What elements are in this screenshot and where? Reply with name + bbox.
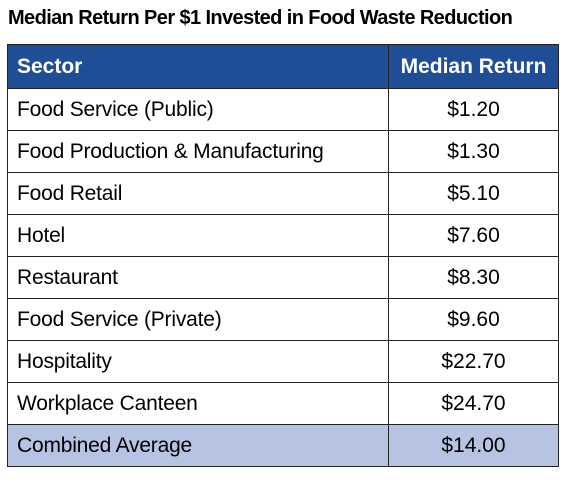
row-value: $1.30 [388, 130, 559, 173]
row-sector: Food Production & Manufacturing [7, 130, 389, 173]
row-value: $7.60 [388, 214, 559, 257]
table-row: Hotel $7.60 [7, 214, 559, 257]
table-body: Food Service (Public) $1.20 Food Product… [7, 88, 559, 467]
row-sector: Food Retail [7, 172, 389, 215]
row-value: $24.70 [388, 382, 559, 425]
row-value: $1.20 [388, 88, 559, 131]
row-value: $9.60 [388, 298, 559, 341]
row-value: $8.30 [388, 256, 559, 299]
chart-title: Median Return Per $1 Invested in Food Wa… [8, 7, 513, 29]
table-row: Restaurant $8.30 [7, 256, 559, 299]
row-value: $5.10 [388, 172, 559, 215]
row-sector: Food Service (Public) [7, 88, 389, 131]
row-sector: Hotel [7, 214, 389, 257]
row-sector: Workplace Canteen [7, 382, 389, 425]
row-sector: Hospitality [7, 340, 389, 383]
row-sector: Restaurant [7, 256, 389, 299]
table-row: Food Service (Private) $9.60 [7, 298, 559, 341]
header-median-return: Median Return [388, 44, 559, 89]
combined-average-row: Combined Average $14.00 [7, 424, 559, 467]
row-sector: Combined Average [7, 424, 389, 467]
row-value: $22.70 [388, 340, 559, 383]
table-row: Food Retail $5.10 [7, 172, 559, 215]
table-row: Food Service (Public) $1.20 [7, 88, 559, 131]
row-sector: Food Service (Private) [7, 298, 389, 341]
table-row: Workplace Canteen $24.70 [7, 382, 559, 425]
header-row: Sector Median Return [7, 44, 559, 89]
table-row: Hospitality $22.70 [7, 340, 559, 383]
table-row: Food Production & Manufacturing $1.30 [7, 130, 559, 173]
returns-table: Sector Median Return Food Service (Publi… [7, 44, 559, 467]
row-value: $14.00 [388, 424, 559, 467]
header-sector: Sector [7, 44, 389, 89]
table-header: Sector Median Return [7, 44, 559, 89]
